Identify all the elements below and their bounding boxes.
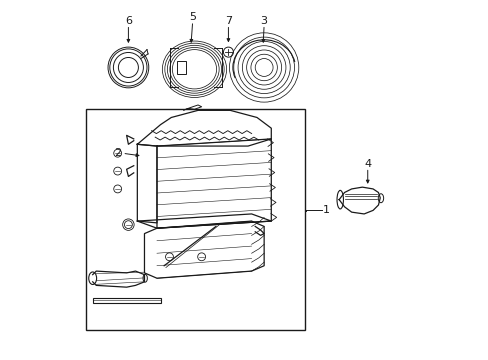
Bar xyxy=(93,297,160,303)
Text: 7: 7 xyxy=(224,16,231,26)
Text: 3: 3 xyxy=(260,16,267,26)
Text: 6: 6 xyxy=(124,16,132,26)
Bar xyxy=(85,109,305,330)
Text: 2: 2 xyxy=(114,148,121,158)
Text: 4: 4 xyxy=(364,159,370,169)
Text: 1: 1 xyxy=(322,205,329,215)
Bar xyxy=(176,61,185,74)
Text: 5: 5 xyxy=(189,13,196,22)
